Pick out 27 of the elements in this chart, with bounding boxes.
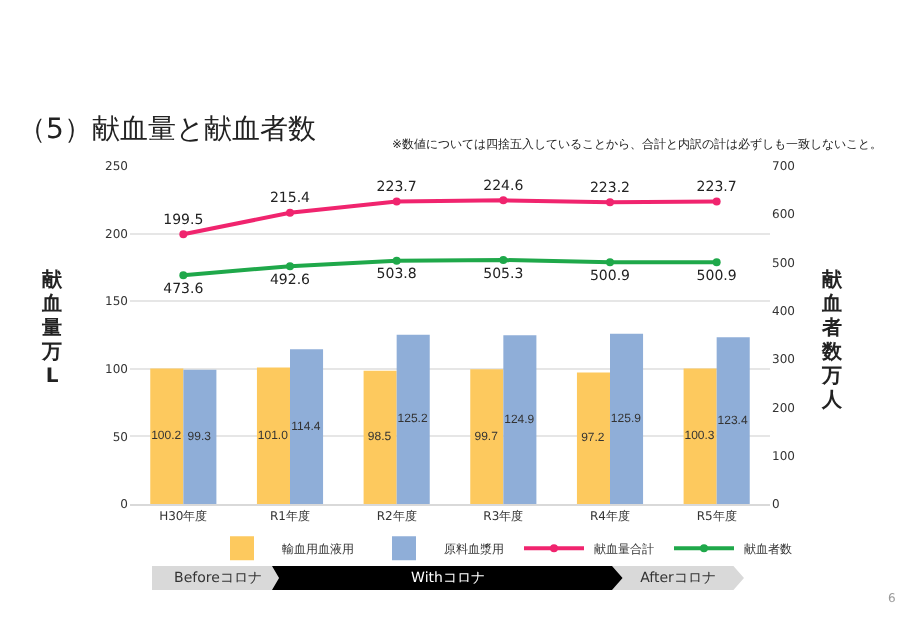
point [179,230,188,239]
point [606,198,614,207]
bar [470,369,504,504]
point [606,258,614,267]
bar [610,333,644,504]
bar [503,335,537,504]
bar [396,334,430,504]
point [499,196,508,205]
bar [256,367,290,504]
bar [183,369,217,504]
bar [290,349,324,504]
y2-axis-title: 献血者数万人 [820,270,844,414]
bar [150,368,184,504]
y-axis-title: 献血量万L [40,270,64,390]
point [712,197,721,206]
bar [683,368,717,504]
point [392,256,401,265]
point [392,197,401,206]
chart-title: （5）献血量と献血者数 [18,113,316,146]
bar [363,370,397,504]
point [179,271,188,280]
point [286,208,294,217]
point [499,256,508,265]
point [286,262,294,271]
point [712,258,721,267]
bar [716,337,750,504]
bar [576,372,610,504]
